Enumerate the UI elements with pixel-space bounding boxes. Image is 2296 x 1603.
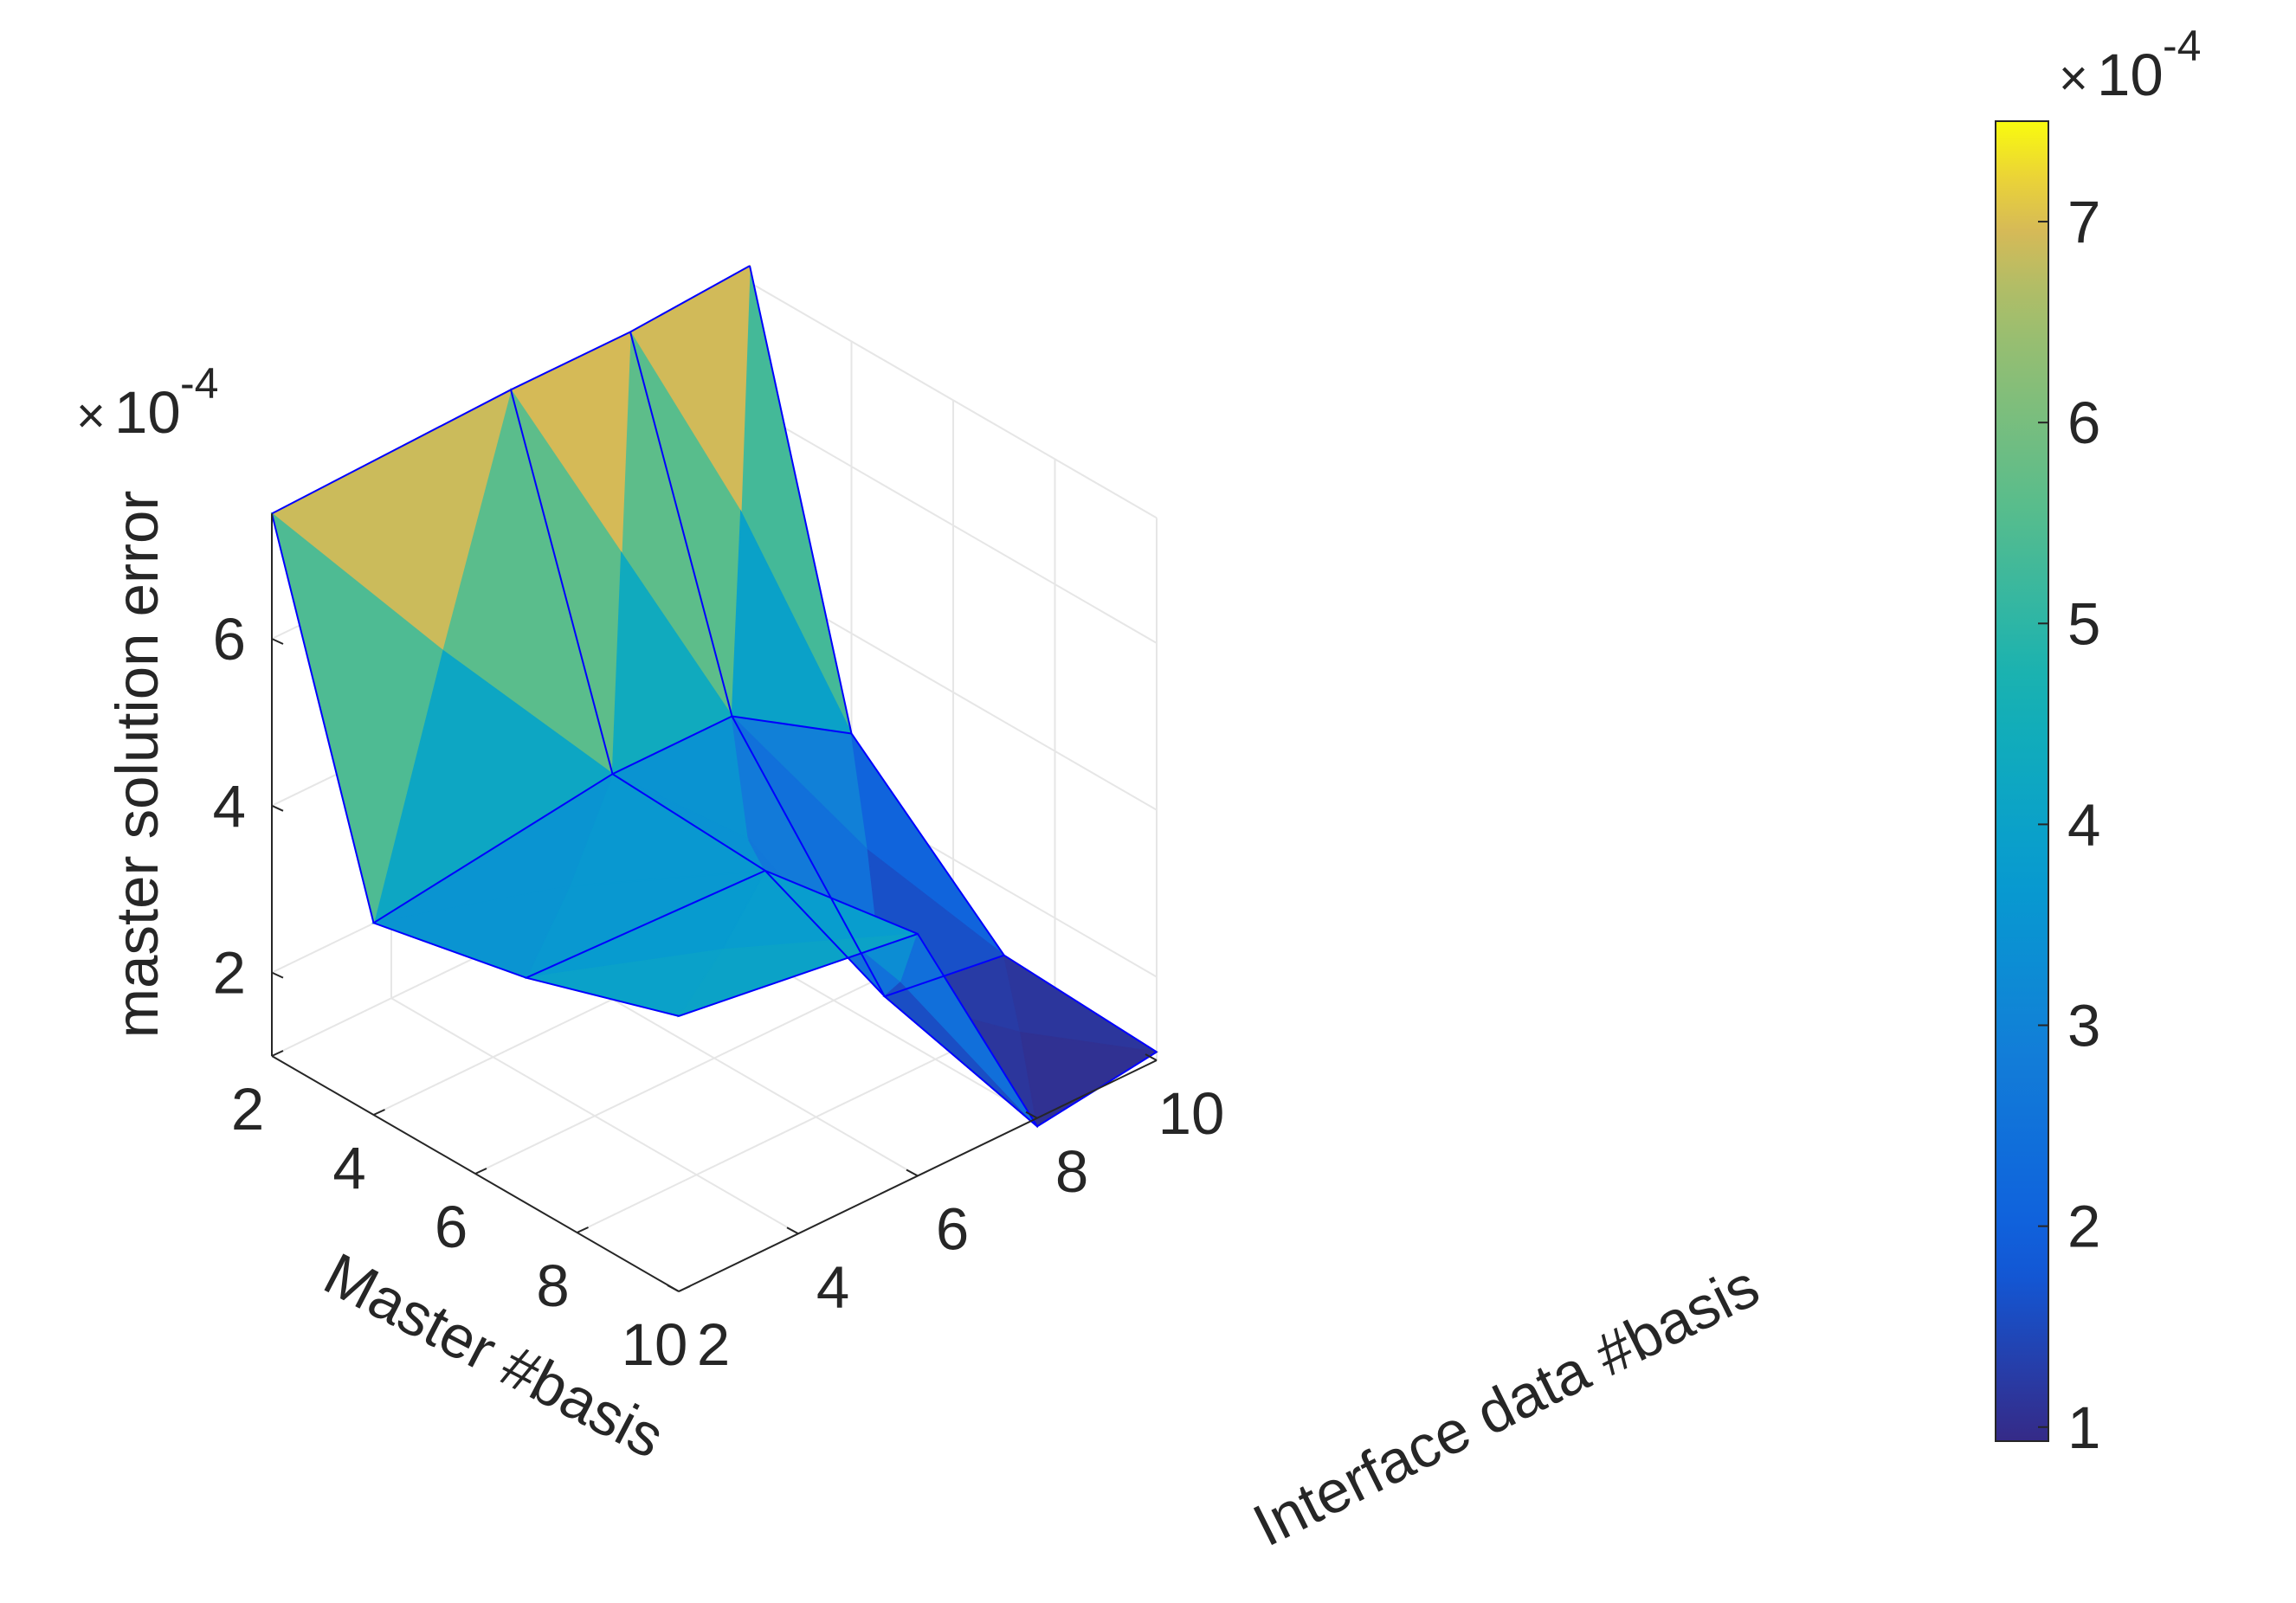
colorbar-exponent: × 10 -4 xyxy=(2059,22,2201,108)
colorbar-tick-label: 2 xyxy=(2067,1194,2100,1260)
y-axis-label: Interface data #basis xyxy=(1243,1252,1770,1560)
svg-text:-4: -4 xyxy=(180,359,218,408)
colorbar-ticks: 1 2 3 4 5 6 7 xyxy=(2038,189,2100,1461)
surface-edge xyxy=(372,715,852,924)
x-tick-mark xyxy=(271,1050,284,1057)
x-tick-mark xyxy=(474,1168,487,1175)
y-tick-mark xyxy=(786,1226,799,1235)
z-tick-label: 2 xyxy=(213,940,246,1007)
x-tick-label: 2 xyxy=(231,1076,264,1143)
z-tick-mark xyxy=(271,971,284,979)
surface-edge xyxy=(629,332,1038,1128)
x-axis-label: Master #basis xyxy=(314,1240,675,1471)
x-tick-label: 10 xyxy=(622,1311,688,1378)
colorbar-tick-label: 6 xyxy=(2067,389,2100,456)
surface-edge xyxy=(271,265,751,515)
y-tick-label: 6 xyxy=(936,1196,969,1263)
svg-text:×: × xyxy=(76,388,106,444)
surface-edge xyxy=(510,389,919,935)
z-tick-mark xyxy=(271,804,284,812)
axes xyxy=(271,513,1158,1292)
colorbar: 1 2 3 4 5 6 7 × 10 -4 xyxy=(1995,22,2201,1461)
y-tick-mark xyxy=(667,1284,680,1292)
colorbar-tick-label: 7 xyxy=(2067,189,2100,255)
x-tick-mark xyxy=(577,1226,589,1233)
z-tick-label: 4 xyxy=(213,773,246,840)
grid-line xyxy=(749,407,1158,644)
colorbar-tick-label: 4 xyxy=(2067,791,2100,858)
surface-edge xyxy=(271,513,680,1017)
x-tick-label: 6 xyxy=(435,1194,468,1260)
x-tick-mark xyxy=(678,1285,691,1292)
svg-text:×: × xyxy=(2059,50,2088,106)
colorbar-tick-label: 1 xyxy=(2067,1394,2100,1461)
y-tick-label: 10 xyxy=(1158,1080,1225,1147)
z-tick-mark xyxy=(271,638,284,645)
x-tick-label: 4 xyxy=(332,1135,365,1201)
y-tick-mark xyxy=(1145,1053,1158,1061)
colorbar-tick-label: 5 xyxy=(2067,590,2100,657)
svg-text:-4: -4 xyxy=(2163,22,2201,70)
z-axis-label: master solution error xyxy=(104,491,171,1039)
svg-text:10: 10 xyxy=(114,379,181,446)
surface xyxy=(270,264,1159,1129)
x-tick-label: 8 xyxy=(536,1252,569,1319)
y-tick-label: 2 xyxy=(697,1311,730,1378)
x-tick-mark xyxy=(373,1109,385,1116)
y-tick-label: 8 xyxy=(1055,1138,1088,1205)
surface-edge xyxy=(749,265,1158,1053)
y-tick-mark xyxy=(1025,1111,1038,1119)
y-tick-label: 4 xyxy=(816,1253,849,1320)
grid-line xyxy=(749,281,1158,519)
svg-text:10: 10 xyxy=(2097,42,2164,108)
z-tick-label: 6 xyxy=(213,606,246,673)
colorbar-tick-label: 3 xyxy=(2067,993,2100,1059)
z-axis-exponent: × 10 -4 xyxy=(76,359,218,446)
colorbar-gradient-bar xyxy=(1995,120,2049,1442)
y-tick-mark xyxy=(906,1168,919,1177)
